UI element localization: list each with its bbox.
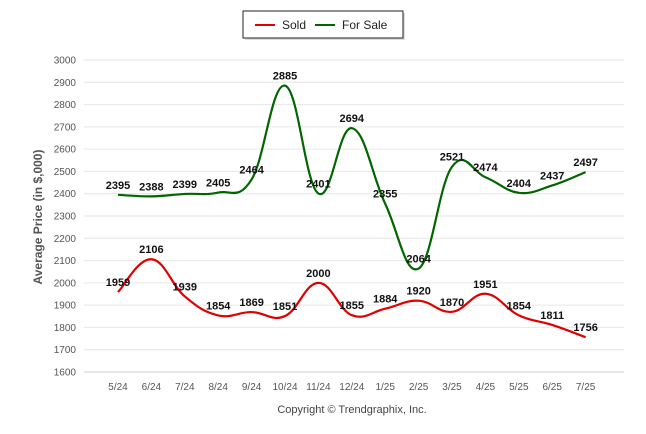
y-tick-label: 1900: [54, 301, 77, 312]
data-label-sold: 1869: [239, 297, 263, 309]
data-label-for-sale: 2404: [507, 178, 532, 190]
x-tick-label: 7/25: [576, 382, 596, 393]
data-label-for-sale: 2401: [306, 178, 330, 190]
data-label-sold: 1959: [106, 277, 130, 289]
y-tick-label: 2000: [54, 278, 77, 289]
data-label-for-sale: 2437: [540, 170, 564, 182]
x-tick-label: 1/25: [375, 382, 395, 393]
x-tick-label: 3/25: [442, 382, 462, 393]
y-tick-label: 2800: [54, 100, 77, 111]
data-labels: 1959 2106 1939 1854 1869 1851 2000 1855 1884 1920…: [106, 71, 598, 335]
x-tick-label: 4/25: [476, 382, 496, 393]
chart-legend: Sold For Sale: [242, 10, 405, 40]
y-tick-label: 1600: [54, 368, 77, 379]
data-label-for-sale: 2405: [206, 178, 230, 190]
data-label-for-sale: 2474: [473, 162, 498, 174]
x-tick-label: 2/25: [409, 382, 429, 393]
x-tick-label: 12/24: [339, 382, 364, 393]
data-label-sold: 1920: [406, 286, 430, 298]
data-label-for-sale: 2694: [340, 113, 365, 125]
data-label-sold: 1854: [206, 300, 231, 312]
data-label-sold: 2106: [139, 244, 163, 256]
y-axis-label: Average Price (in $,000): [31, 150, 45, 285]
data-label-sold: 2000: [306, 268, 330, 280]
series-line-sold: [117, 258, 586, 339]
data-label-for-sale: 2497: [573, 157, 597, 169]
data-label-for-sale: 2395: [106, 180, 130, 192]
x-tick-label: 6/24: [142, 382, 162, 393]
data-label-sold: 1939: [173, 281, 197, 293]
y-axis-ticks: 1600 1700 1800 1900 2000 2100 2200 2300 2400 2500…: [54, 56, 77, 379]
x-tick-label: 6/25: [542, 382, 562, 393]
series-line-for-sale: [117, 84, 587, 271]
y-tick-label: 2700: [54, 122, 77, 133]
legend-label-for-sale: For Sale: [342, 18, 388, 32]
y-tick-label: 1700: [54, 345, 77, 356]
data-label-for-sale: 2464: [239, 164, 264, 176]
data-label-sold: 1854: [507, 300, 532, 312]
y-tick-label: 3000: [54, 56, 77, 67]
y-tick-label: 2600: [54, 145, 77, 156]
y-tick-label: 2200: [54, 234, 77, 245]
x-tick-label: 10/24: [272, 382, 297, 393]
y-tick-label: 2900: [54, 78, 77, 89]
data-label-sold: 1855: [340, 300, 364, 312]
legend-label-sold: Sold: [282, 18, 306, 32]
x-tick-label: 8/24: [208, 382, 228, 393]
data-label-sold: 1756: [573, 322, 597, 334]
data-label-sold: 1811: [540, 310, 564, 322]
data-label-for-sale: 2064: [406, 254, 431, 266]
data-label-for-sale: 2355: [373, 189, 397, 201]
data-label-for-sale: 2399: [173, 179, 197, 191]
x-tick-label: 5/24: [108, 382, 128, 393]
x-tick-label: 11/24: [306, 382, 331, 393]
y-tick-label: 2100: [54, 256, 77, 267]
data-label-sold: 1851: [273, 301, 297, 313]
data-label-for-sale: 2521: [440, 152, 464, 164]
x-tick-label: 9/24: [242, 382, 262, 393]
x-tick-label: 5/25: [509, 382, 529, 393]
data-label-sold: 1884: [373, 294, 398, 306]
y-tick-label: 1800: [54, 323, 77, 334]
x-tick-label: 7/24: [175, 382, 195, 393]
copyright-footer: Copyright © Trendgraphix, Inc.: [277, 404, 426, 416]
data-label-sold: 1951: [473, 279, 497, 291]
y-tick-label: 2500: [54, 167, 77, 178]
y-tick-label: 2400: [54, 189, 77, 200]
grid-lines: [84, 59, 624, 373]
y-tick-label: 2300: [54, 212, 77, 223]
series-lines: [117, 84, 587, 339]
data-label-sold: 1870: [440, 297, 464, 309]
data-label-for-sale: 2388: [139, 181, 163, 193]
data-label-for-sale: 2885: [273, 71, 297, 83]
x-axis-ticks: 5/24 6/24 7/24 8/24 9/24 10/24 11/24 12/24 1/25 2…: [108, 382, 596, 393]
